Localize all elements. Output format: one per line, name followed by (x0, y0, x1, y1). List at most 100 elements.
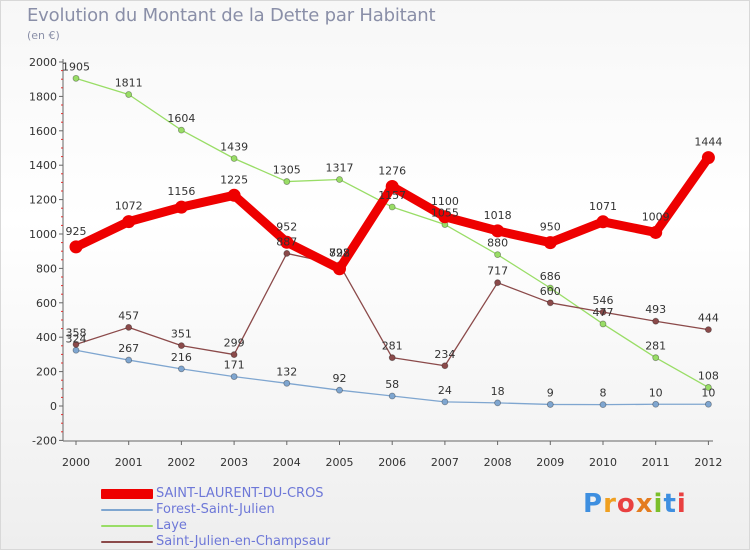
data-label-saint-julien-en-champsaur: 600 (540, 285, 561, 298)
data-point-forest-saint-julien (705, 400, 712, 408)
unit-label: (en €) (27, 29, 60, 42)
data-label-laye: 1317 (326, 161, 354, 174)
legend-item-laye: Laye (101, 518, 421, 534)
x-tick-label: 2011 (642, 456, 670, 469)
data-point-saint-julien-en-champsaur (546, 299, 554, 307)
data-label-saint-laurent-du-cros: 1071 (589, 200, 617, 213)
x-tick-label: 2009 (536, 456, 564, 469)
data-point-saint-julien-en-champsaur (72, 341, 80, 348)
x-tick-label: 2001 (115, 456, 143, 469)
data-label-forest-saint-julien: 10 (701, 386, 715, 399)
y-tick-label: 400 (36, 331, 57, 344)
x-tick-label: 2004 (273, 456, 301, 469)
data-label-forest-saint-julien: 324 (66, 332, 87, 345)
data-label-saint-julien-en-champsaur: 493 (645, 303, 666, 316)
data-point-laye (125, 91, 133, 98)
data-point-laye (72, 74, 80, 82)
data-point-forest-saint-julien (652, 400, 660, 408)
x-tick-label: 2012 (694, 456, 722, 469)
data-label-saint-laurent-du-cros: 1018 (484, 209, 512, 222)
data-label-forest-saint-julien: 267 (118, 342, 139, 355)
legend-swatch-saint-julien-en-champsaur (101, 541, 153, 543)
data-point-saint-laurent-du-cros (438, 210, 452, 224)
data-point-laye (546, 284, 554, 292)
data-label-laye: 1905 (62, 60, 90, 73)
data-label-saint-julien-en-champsaur: 546 (593, 294, 614, 307)
data-point-saint-julien-en-champsaur (599, 308, 607, 316)
data-label-forest-saint-julien: 132 (276, 365, 297, 378)
data-point-saint-julien-en-champsaur (705, 326, 712, 334)
data-point-saint-laurent-du-cros (701, 151, 715, 165)
x-tick-label: 2002 (167, 456, 195, 469)
data-label-forest-saint-julien: 58 (385, 378, 399, 391)
data-point-saint-laurent-du-cros (69, 240, 83, 254)
data-point-saint-julien-en-champsaur (494, 279, 502, 287)
data-point-saint-julien-en-champsaur (177, 342, 185, 350)
data-label-forest-saint-julien: 24 (438, 384, 452, 397)
data-point-forest-saint-julien (336, 386, 343, 394)
y-tick-label: 600 (36, 297, 57, 310)
data-point-forest-saint-julien (177, 365, 185, 373)
data-label-saint-julien-en-champsaur: 351 (171, 328, 192, 341)
data-label-laye: 1811 (115, 77, 143, 90)
data-label-saint-laurent-du-cros: 1009 (642, 210, 670, 223)
x-tick-label: 2010 (589, 456, 617, 469)
data-point-forest-saint-julien (441, 398, 449, 406)
legend-label-saint-julien-en-champsaur: Saint-Julien-en-Champsaur (156, 534, 331, 549)
data-label-saint-laurent-du-cros: 1100 (431, 195, 459, 208)
x-tick-label: 2006 (378, 456, 406, 469)
data-label-saint-laurent-du-cros: 1276 (378, 165, 406, 178)
legend-label-forest-saint-julien: Forest-Saint-Julien (156, 502, 275, 517)
data-label-laye: 1055 (431, 207, 459, 220)
data-label-laye: 1157 (378, 189, 406, 202)
data-point-laye (599, 320, 607, 328)
data-point-laye (177, 126, 185, 134)
chart-title: Evolution du Montant de la Dette par Hab… (27, 5, 436, 26)
data-label-saint-julien-en-champsaur: 234 (434, 348, 455, 361)
data-label-saint-julien-en-champsaur: 717 (487, 265, 508, 278)
data-label-laye: 281 (645, 340, 666, 353)
data-point-saint-laurent-du-cros (122, 215, 136, 229)
data-label-laye: 108 (698, 369, 719, 382)
data-point-forest-saint-julien (72, 346, 80, 354)
data-label-laye: 880 (487, 237, 508, 250)
data-point-laye (705, 384, 712, 391)
y-tick-label: 0 (50, 400, 57, 413)
data-point-forest-saint-julien (546, 401, 554, 408)
data-label-forest-saint-julien: 8 (600, 387, 607, 400)
y-tick-label: 1200 (29, 194, 57, 207)
legend-swatch-forest-saint-julien (101, 509, 153, 511)
data-label-laye: 1305 (273, 164, 301, 177)
data-label-saint-julien-en-champsaur: 822 (329, 247, 350, 260)
data-point-saint-julien-en-champsaur (441, 362, 449, 370)
proxiti-logo: Proxiti (583, 489, 687, 519)
y-tick-label: 2000 (29, 56, 57, 69)
data-point-forest-saint-julien (388, 392, 396, 400)
data-label-saint-laurent-du-cros: 950 (540, 221, 561, 234)
y-tick-label: 800 (36, 262, 57, 275)
data-point-forest-saint-julien (494, 399, 502, 407)
data-label-laye: 1604 (167, 112, 195, 125)
data-point-saint-julien-en-champsaur (652, 317, 660, 325)
data-label-saint-laurent-du-cros: 1156 (167, 185, 195, 198)
data-label-saint-julien-en-champsaur: 887 (276, 235, 297, 248)
legend-label-saint-laurent-du-cros: SAINT-LAURENT-DU-CROS (156, 486, 324, 501)
data-label-saint-julien-en-champsaur: 358 (66, 326, 87, 339)
data-point-saint-laurent-du-cros (649, 225, 663, 239)
x-tick-label: 2003 (220, 456, 248, 469)
x-tick-label: 2000 (62, 456, 90, 469)
data-point-saint-julien-en-champsaur (283, 250, 291, 257)
legend-item-saint-julien-en-champsaur: Saint-Julien-en-Champsaur (101, 534, 421, 550)
data-label-saint-laurent-du-cros: 1444 (694, 136, 722, 149)
data-point-laye (230, 155, 238, 162)
data-label-saint-julien-en-champsaur: 299 (224, 337, 245, 350)
data-point-saint-laurent-du-cros (385, 180, 399, 194)
data-label-saint-laurent-du-cros: 1072 (115, 200, 143, 213)
y-tick-label: 1600 (29, 125, 57, 138)
y-tick-label: -200 (32, 434, 57, 447)
data-label-saint-julien-en-champsaur: 281 (382, 340, 403, 353)
x-tick-label: 2005 (326, 456, 354, 469)
data-label-forest-saint-julien: 171 (224, 359, 245, 372)
legend-swatch-laye (101, 525, 153, 527)
